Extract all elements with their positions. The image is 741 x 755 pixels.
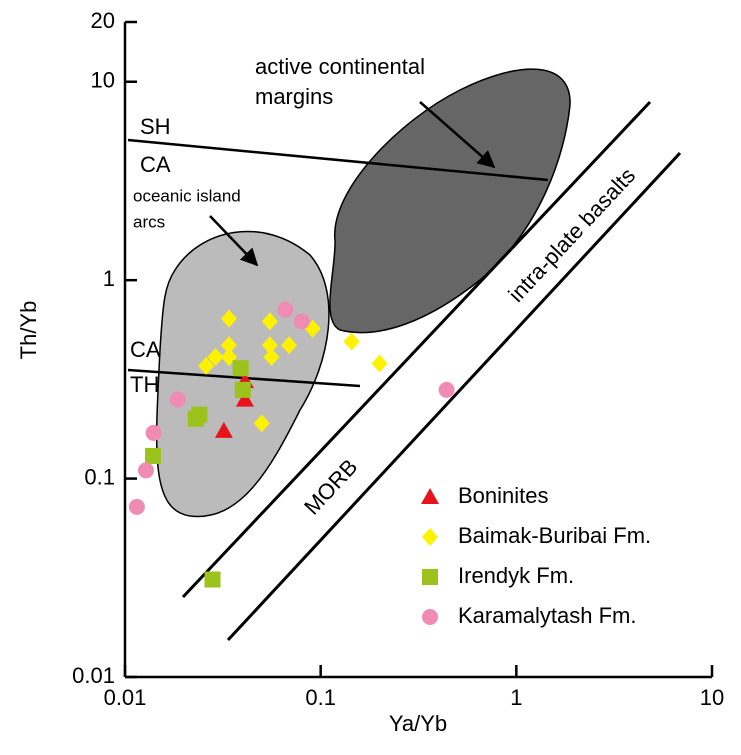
data-point [204,571,221,588]
annotation: CA [140,152,171,177]
data-point [234,381,251,398]
data-point [198,356,215,375]
legend-marker [421,488,439,504]
x-tick-label: 0.1 [305,685,336,710]
annotation: SH [140,114,171,139]
data-point [263,347,280,366]
data-point [343,332,360,351]
morb-array-lower [226,151,682,642]
y-tick-label: 0.01 [72,663,115,688]
continental-margins-field [329,68,571,334]
data-point [281,336,298,355]
data-point [128,498,145,515]
data-point [137,462,154,479]
x-tick-label: 1 [510,685,522,710]
y-tick-label: 0.1 [84,464,115,489]
sh-ca-boundary [127,138,549,182]
data-point [191,406,208,423]
data-point [371,354,388,373]
data-point [220,336,237,355]
y-tick-label: 20 [91,8,115,33]
annotation: oceanic island [133,186,241,205]
data-point [293,313,310,330]
arrow [419,101,496,169]
data-point [235,390,254,407]
y-tick-label: 10 [91,68,115,93]
legend-marker [422,569,438,585]
data-point [277,301,294,318]
annotation: arcs [133,212,165,231]
data-point [232,360,249,377]
annotation: active continental [255,54,425,79]
legend-label: Baimak-Buribai Fm. [458,523,651,548]
data-point [253,414,270,433]
x-axis-label: Ya/Yb [389,711,447,736]
data-point [207,347,224,366]
legend-marker [422,528,438,546]
data-point [145,424,162,441]
legend-label: Boninites [458,483,549,508]
annotation: margins [255,84,333,109]
y-axis-label: Th/Yb [16,301,41,360]
data-point [214,421,233,438]
data-point [261,312,278,331]
arrow [209,215,259,267]
x-tick-label: 10 [700,685,724,710]
data-point [261,336,278,355]
data-point [144,447,161,464]
morb-array-upper [181,100,652,599]
legend-marker [422,609,438,625]
data-point [438,381,455,398]
annotation: TH [130,372,159,397]
data-point [169,391,186,408]
x-tick-label: 0.01 [104,685,147,710]
legend-label: Karamalytash Fm. [458,603,637,628]
annotation: CA [130,337,161,362]
y-tick-label: 1 [103,266,115,291]
data-point [220,309,237,328]
legend-label: Irendyk Fm. [458,563,574,588]
